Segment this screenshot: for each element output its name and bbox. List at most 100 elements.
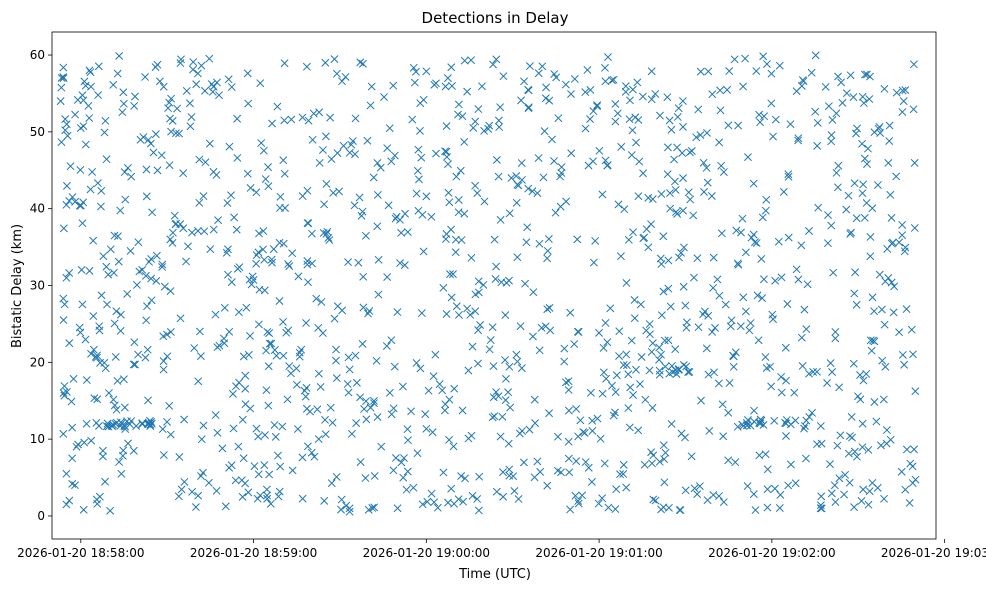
data-point	[332, 356, 340, 365]
data-point	[474, 277, 483, 286]
data-point	[264, 182, 273, 191]
data-point	[677, 248, 685, 257]
data-point	[901, 485, 910, 494]
data-point	[159, 451, 168, 460]
data-point	[657, 505, 666, 514]
data-point	[875, 270, 884, 279]
data-point	[463, 87, 472, 96]
data-point	[206, 245, 215, 254]
data-point	[415, 126, 424, 135]
data-point	[660, 478, 669, 487]
data-point	[801, 422, 809, 431]
data-point	[611, 117, 620, 126]
data-point	[469, 123, 478, 132]
data-point	[858, 419, 867, 428]
data-point	[242, 303, 251, 312]
data-point	[223, 199, 232, 207]
data-point	[685, 368, 694, 376]
data-point	[620, 205, 629, 214]
data-point	[678, 97, 687, 105]
data-point	[835, 383, 844, 392]
data-point	[460, 56, 469, 65]
data-point	[898, 231, 907, 240]
data-point	[224, 75, 233, 84]
data-point	[865, 95, 874, 104]
data-point	[859, 180, 868, 189]
data-point	[142, 165, 151, 174]
data-point	[719, 498, 728, 507]
data-point	[543, 254, 552, 263]
data-point	[754, 336, 763, 345]
y-tick-label: 50	[30, 125, 45, 139]
data-point	[65, 339, 74, 348]
data-point	[777, 273, 786, 282]
data-point	[255, 229, 263, 238]
data-point	[94, 91, 103, 100]
data-point	[190, 344, 199, 352]
data-point	[89, 345, 98, 354]
data-point	[523, 223, 532, 232]
data-point	[626, 96, 634, 105]
data-point	[784, 481, 793, 490]
data-point	[908, 479, 917, 487]
data-point	[732, 226, 741, 235]
data-point	[637, 353, 646, 361]
data-point	[270, 421, 279, 429]
data-point	[586, 388, 595, 397]
data-point	[81, 81, 90, 90]
data-point	[182, 86, 191, 95]
data-point	[430, 80, 439, 89]
data-point	[530, 395, 539, 404]
data-point	[284, 260, 293, 269]
data-point	[861, 70, 869, 79]
data-point	[591, 236, 600, 245]
data-point	[192, 80, 201, 89]
data-point	[775, 61, 784, 70]
data-point	[417, 309, 426, 318]
data-point	[702, 163, 711, 172]
data-point	[256, 491, 265, 500]
data-point	[704, 67, 713, 76]
data-point	[817, 492, 826, 501]
data-point	[655, 343, 664, 352]
data-point	[863, 144, 872, 153]
data-point	[644, 243, 653, 252]
data-point	[104, 389, 113, 397]
data-point	[327, 155, 336, 164]
data-point	[629, 228, 637, 237]
data-points	[56, 51, 920, 516]
data-point	[62, 469, 71, 478]
data-point	[287, 115, 296, 124]
data-point	[679, 122, 687, 131]
data-point	[78, 219, 87, 228]
data-point	[616, 470, 624, 479]
data-point	[833, 441, 842, 450]
data-point	[622, 483, 631, 492]
data-point	[201, 158, 210, 167]
data-point	[622, 361, 631, 370]
data-point	[906, 459, 915, 468]
data-point	[757, 254, 766, 263]
data-point	[566, 505, 575, 514]
data-point	[307, 448, 316, 457]
data-point	[791, 479, 800, 488]
data-point	[600, 459, 609, 468]
data-point	[417, 153, 426, 162]
data-point	[561, 80, 570, 89]
data-point	[626, 383, 635, 392]
data-point	[689, 211, 698, 220]
data-point	[464, 366, 473, 375]
data-point	[284, 326, 293, 335]
data-point	[288, 249, 297, 258]
data-point	[613, 109, 622, 118]
data-point	[401, 209, 410, 218]
data-point	[351, 351, 360, 360]
data-point	[445, 435, 454, 444]
data-point	[566, 308, 575, 317]
data-point	[234, 442, 243, 451]
data-point	[512, 350, 521, 359]
data-point	[177, 485, 186, 494]
data-point	[661, 448, 670, 457]
data-point	[878, 356, 887, 365]
data-point	[213, 428, 222, 437]
